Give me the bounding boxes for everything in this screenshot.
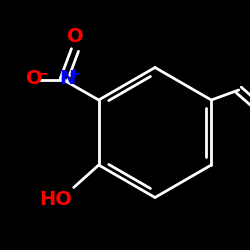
Text: +: + — [68, 67, 80, 81]
Text: −: − — [37, 67, 48, 81]
Text: HO: HO — [40, 190, 72, 209]
Text: N: N — [59, 69, 76, 88]
Text: O: O — [67, 27, 83, 46]
Text: O: O — [26, 69, 43, 88]
